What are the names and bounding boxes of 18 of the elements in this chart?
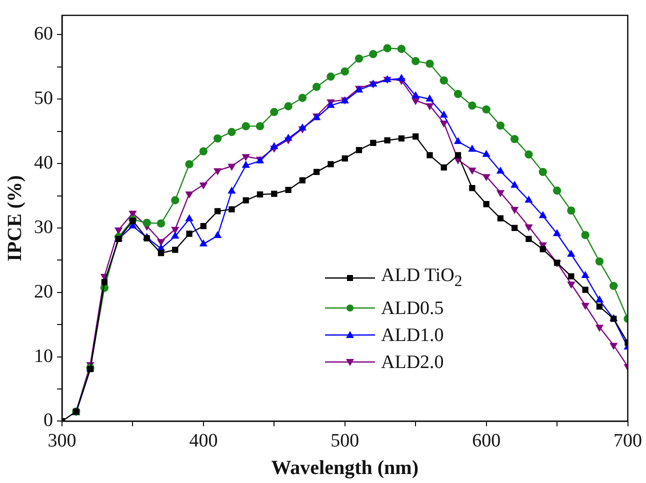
legend-label: ALD1.0 — [381, 324, 444, 348]
y-tick-label: 30 — [34, 216, 53, 238]
x-tick-label: 500 — [330, 430, 360, 452]
y-tick-label: 0 — [44, 410, 53, 432]
x-axis-title: Wavelength (nm) — [271, 457, 418, 480]
x-tick-label: 400 — [189, 430, 218, 452]
legend-label: ALD TiO$_{2}$ — [381, 264, 462, 292]
y-tick-label: 60 — [34, 24, 53, 45]
x-tick-label: 300 — [48, 430, 76, 452]
y-tick-label: 50 — [34, 88, 53, 110]
y-axis-title: IPCE (%) — [4, 175, 26, 262]
y-tick-label: 40 — [34, 152, 53, 174]
x-tick-label: 700 — [614, 430, 642, 452]
legend-label: ALD2.0 — [381, 350, 444, 375]
y-tick-label: 20 — [34, 281, 53, 302]
legend-label: ALD0.5 — [381, 296, 444, 321]
y-tick-label: 10 — [34, 346, 53, 367]
x-tick-label: 600 — [472, 430, 501, 452]
